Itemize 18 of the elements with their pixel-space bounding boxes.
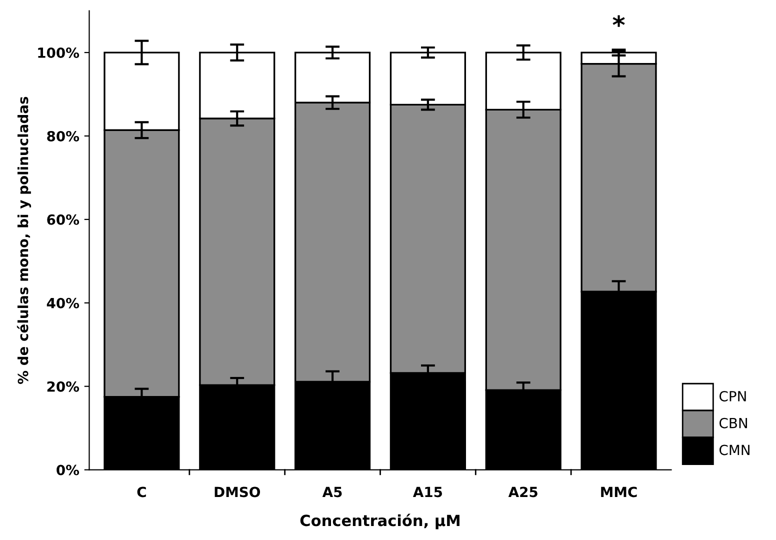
y-axis-title: % de células mono, bi y polinucladas — [16, 96, 32, 384]
y-tick-label: 40% — [46, 298, 80, 308]
x-tick-label: DMSO — [214, 486, 260, 498]
x-tick-label: MMC — [601, 486, 637, 498]
x-tick-label: C — [137, 486, 146, 498]
y-tick-label: 0% — [56, 464, 80, 476]
legend-label: CBN — [720, 418, 747, 428]
y-tick-label: 100% — [38, 47, 80, 58]
x-axis-title: Concentración, µM — [300, 514, 460, 530]
legend-label: CMN — [720, 444, 750, 456]
y-tick-label: 60% — [47, 214, 80, 225]
legend-label: CPN — [720, 390, 746, 402]
x-tick-label: A5 — [322, 486, 342, 498]
y-tick-label: 20% — [47, 381, 80, 392]
x-tick-label: A15 — [412, 486, 442, 498]
y-tick-label: 80% — [47, 130, 80, 142]
annotation: * — [612, 15, 625, 27]
x-tick-label: A25 — [508, 486, 538, 498]
